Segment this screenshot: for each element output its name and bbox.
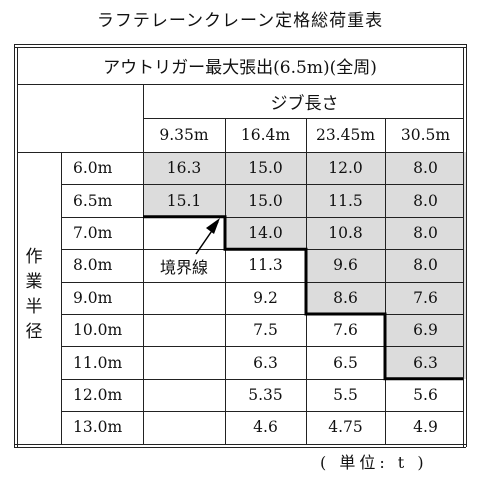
arrow-head-icon: [206, 218, 220, 234]
boundary-staircase: [143, 217, 463, 379]
unit-note: ( 単位: t ): [320, 449, 470, 473]
